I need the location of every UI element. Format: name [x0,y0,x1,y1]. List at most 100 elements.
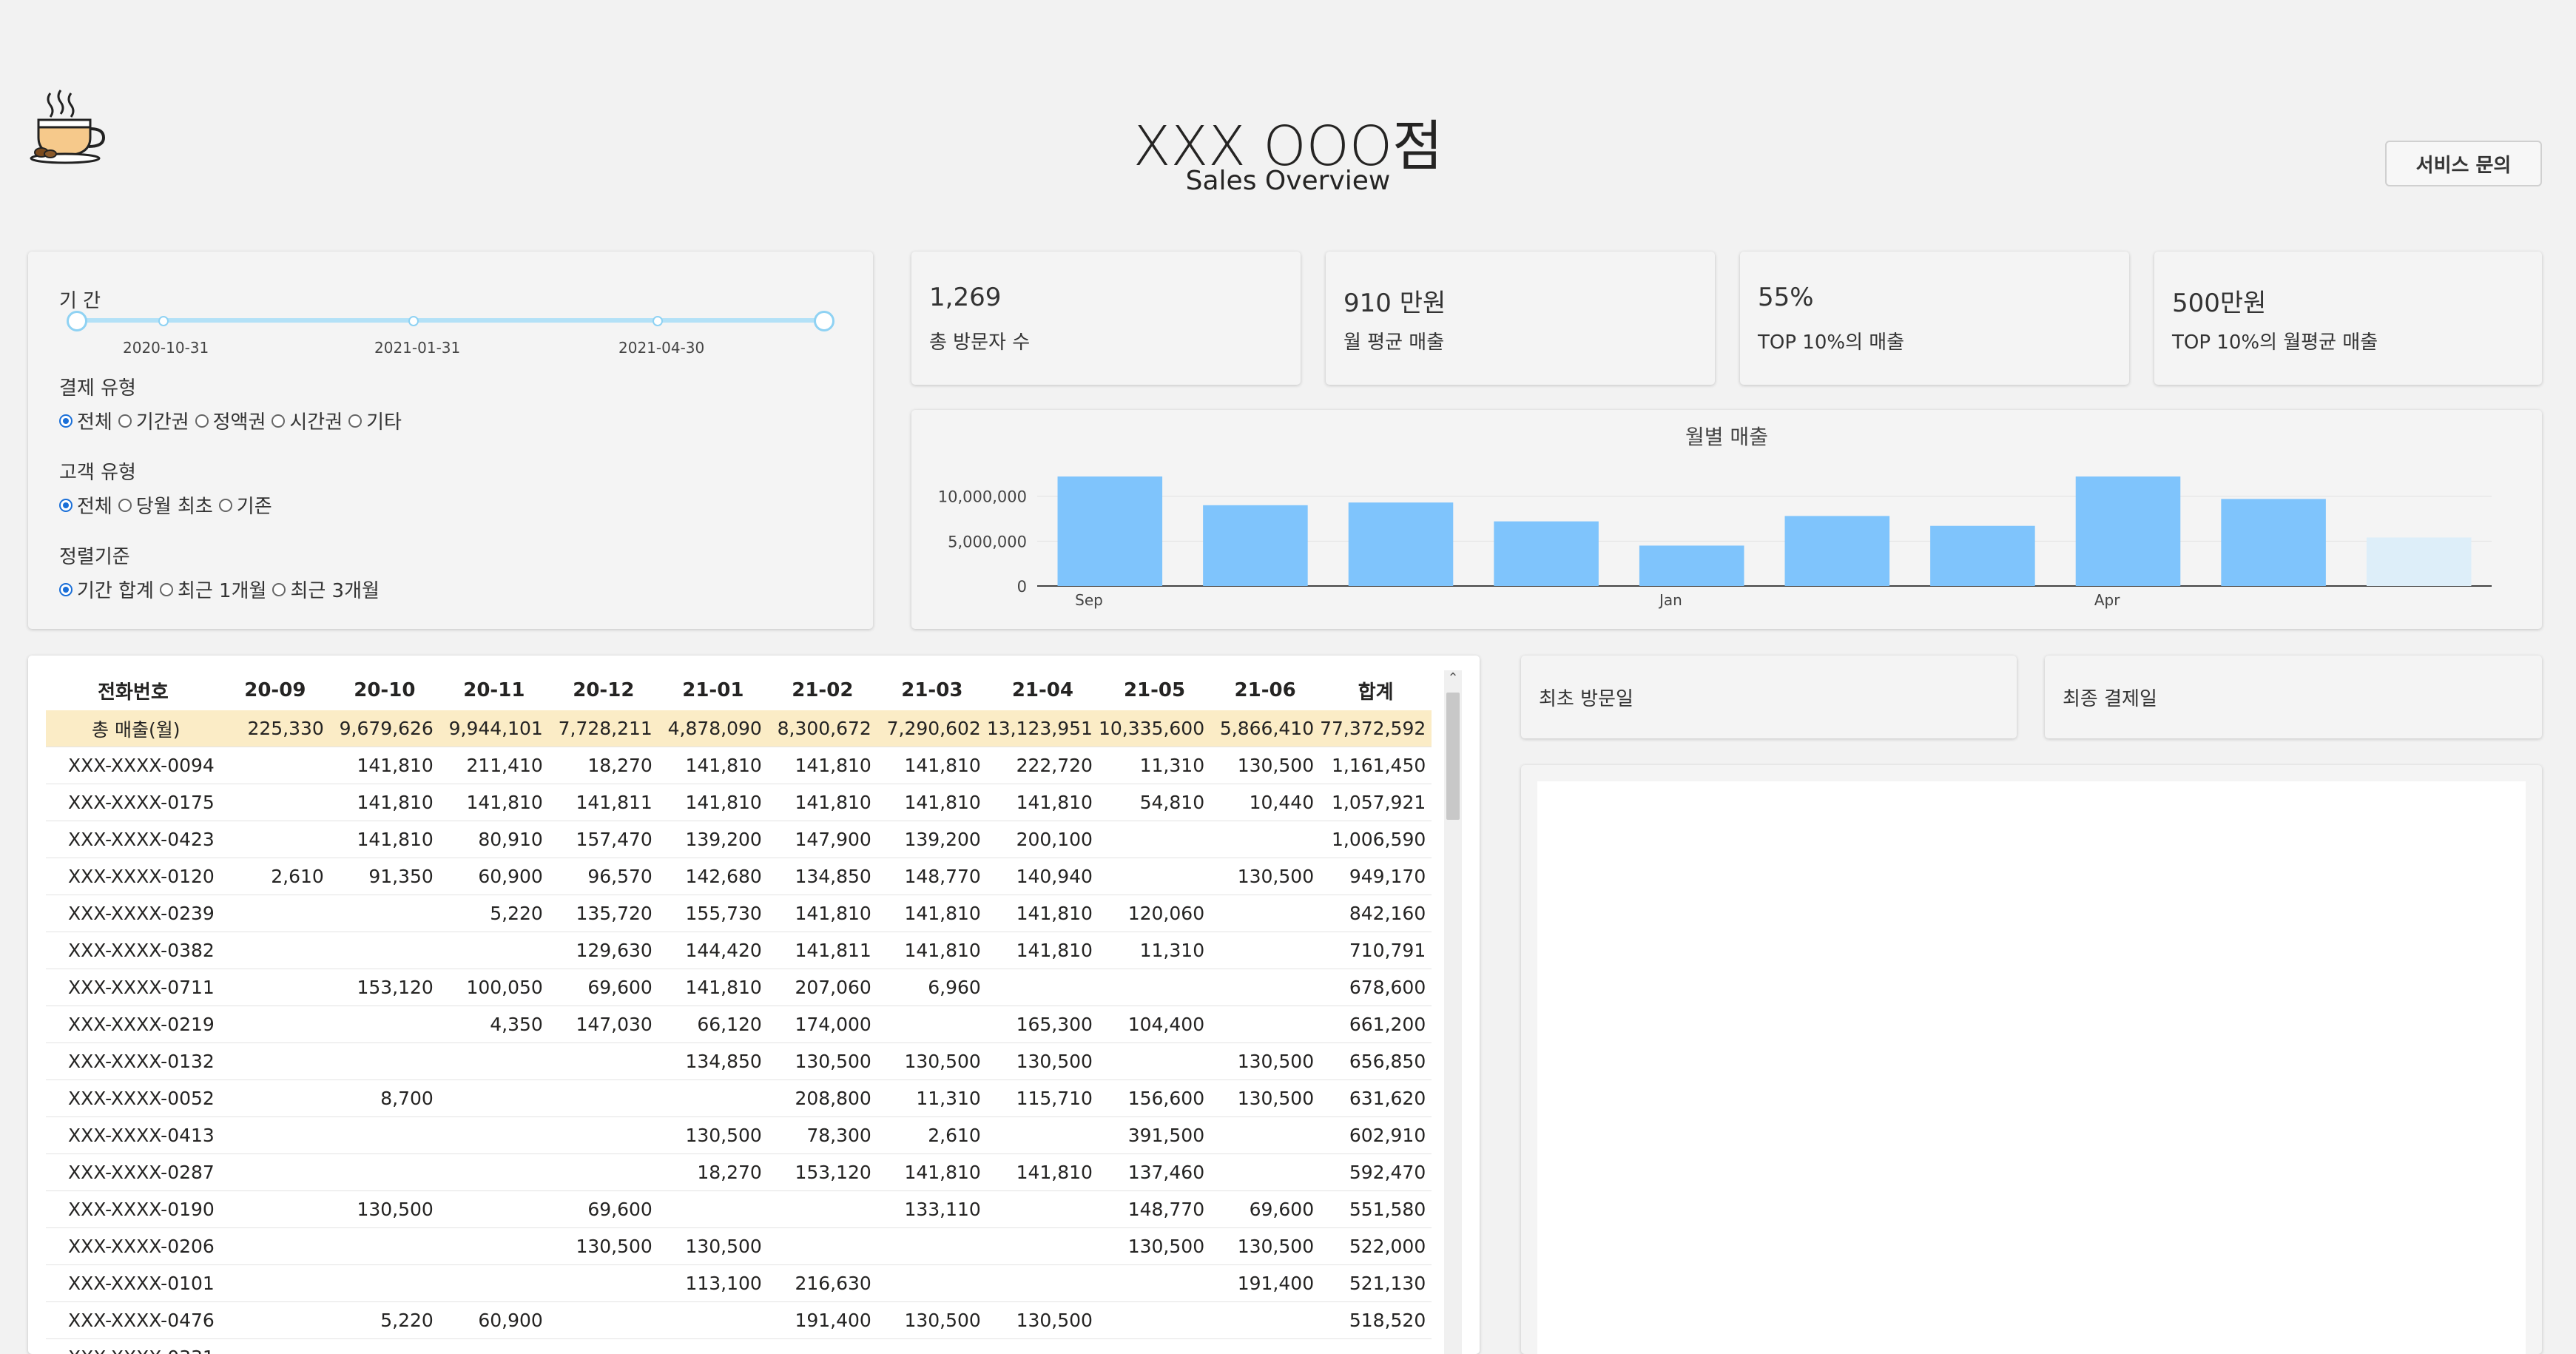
customer-radio-existing[interactable]: 기존 [218,491,272,519]
sort-radio-3month[interactable]: 최근 3개월 [272,576,380,603]
table-row[interactable]: XXX-XXXX-0413 130,500 78,300 2,610 391,500 60… [46,1116,1432,1154]
value-cell: 142,680 [658,858,768,895]
payment-radio-hourly[interactable]: 시간권 [272,407,343,434]
value-cell: 13,123,951 [986,710,1099,747]
chart-bar-21-04[interactable] [2075,476,2181,586]
chart-bar-21-01[interactable] [1639,545,1744,586]
chart-bar-20-09[interactable] [1057,476,1163,586]
table-row[interactable]: XXX-XXXX-0190 130,500 69,600 133,110 148,770… [46,1190,1432,1228]
table-row[interactable]: XXX-XXXX-0239 5,220 135,720 155,730 141,810 1… [46,895,1432,932]
table-row[interactable]: XXX-XXXX-0331 [46,1338,1432,1354]
table-row[interactable]: XXX-XXXX-0476 5,220 60,900 191,400 130,500 13… [46,1301,1432,1339]
chart-bar-21-06[interactable] [2366,537,2472,586]
payment-radio-period[interactable]: 기간권 [118,407,189,434]
value-cell [548,1301,658,1339]
column-header[interactable]: 21-06 [1234,679,1296,701]
value-cell: 130,500 [986,1043,1099,1080]
last-payment-card: 최종 결제일 [2045,656,2542,738]
value-cell: 78,300 [767,1116,877,1154]
value-cell: 113,100 [658,1264,768,1302]
column-header[interactable]: 전화번호 [98,681,169,704]
value-cell: 104,400 [1098,1006,1211,1043]
chart-bar-21-02[interactable] [1784,516,1890,586]
value-cell [1098,969,1211,1006]
chart-bar-21-03[interactable] [1930,525,2035,586]
scroll-up-arrow-icon[interactable]: ⌃ [1447,670,1459,686]
value-cell: 207,060 [767,969,877,1006]
value-cell [220,1264,330,1302]
column-header[interactable]: 21-05 [1123,679,1186,701]
table-row[interactable]: XXX-XXXX-0175 141,810 141,810 141,811 141,81… [46,784,1432,821]
value-cell [658,1190,768,1228]
value-cell: 602,910 [1320,1116,1432,1154]
value-cell: 153,120 [767,1153,877,1191]
sort-radio-1month[interactable]: 최근 1개월 [159,576,266,603]
column-header[interactable]: 21-03 [901,679,963,701]
payment-radio-other[interactable]: 기타 [348,407,402,434]
customer-radio-all[interactable]: 전체 [59,491,112,519]
table-row[interactable]: XXX-XXXX-0219 4,350 147,030 66,120 174,000 16… [46,1006,1432,1043]
period-slider-start-handle[interactable] [67,311,87,331]
column-header[interactable]: 21-02 [792,679,854,701]
column-header[interactable]: 20-11 [463,679,525,701]
table-row[interactable]: XXX-XXXX-0094 141,810 211,410 18,270 141,810… [46,747,1432,784]
kpi-value: 55% [1758,283,1814,312]
value-cell [329,1116,439,1154]
table-row[interactable]: XXX-XXXX-0206 130,500 130,500 130,500 130,50… [46,1227,1432,1265]
payment-radio-fixed[interactable]: 정액권 [195,407,266,434]
value-cell: 157,470 [548,821,658,858]
column-header[interactable]: 20-10 [354,679,416,701]
period-slider-track[interactable] [77,318,821,323]
value-cell [986,969,1099,1006]
value-cell: 5,220 [329,1301,439,1339]
value-cell [329,1338,439,1354]
customer-radio-new[interactable]: 당월 최초 [118,491,213,519]
table-row[interactable]: XXX-XXXX-0382 129,630 144,420 141,811 141,81… [46,932,1432,969]
value-cell: 18,270 [548,747,658,784]
value-cell [1210,969,1321,1006]
monthly-sales-chart: 월별 매출 10,000,000 5,000,000 0 Sep Jan Apr [938,425,2492,609]
table-row[interactable]: XXX-XXXX-0287 18,270 153,120 141,810 141,810… [46,1153,1432,1191]
value-cell [1210,1301,1321,1339]
value-cell: 5,220 [439,895,549,932]
table-scrollbar-thumb[interactable] [1446,693,1460,820]
table-row[interactable]: XXX-XXXX-0132 134,850 130,500 130,500 130,50… [46,1043,1432,1080]
table-row[interactable]: XXX-XXXX-0711 153,120 100,050 69,600 141,810… [46,969,1432,1006]
kpi-card-visitors: 1,269 총 방문자 수 [911,252,1301,385]
last-payment-label: 최종 결제일 [2063,688,2157,710]
column-header[interactable]: 20-09 [244,679,306,701]
value-cell: 222,720 [986,747,1099,784]
value-cell [220,1190,330,1228]
table-row[interactable]: XXX-XXXX-0120 2,610 91,350 60,900 96,570 142,… [46,858,1432,895]
value-cell: 134,850 [767,858,877,895]
column-header[interactable]: 20-12 [573,679,635,701]
value-cell [329,1227,439,1265]
sort-radio-total[interactable]: 기간 합계 [59,576,154,603]
service-inquiry-button[interactable]: 서비스 문의 [2385,141,2542,186]
column-header[interactable]: 합계 [1358,681,1394,704]
value-cell [986,1227,1099,1265]
value-cell [329,1006,439,1043]
value-cell [220,1227,330,1265]
payment-type-label: 결제 유형 [59,377,136,400]
table-row[interactable]: XXX-XXXX-0423 141,810 80,910 157,470 139,200… [46,821,1432,858]
value-cell: 11,310 [1098,932,1211,969]
table-row[interactable]: XXX-XXXX-0052 8,700 208,800 11,310 115,710 15… [46,1080,1432,1117]
value-cell: 130,500 [1210,1043,1321,1080]
payment-radio-all[interactable]: 전체 [59,407,112,434]
column-header[interactable]: 21-04 [1011,679,1073,701]
phone-cell: XXX-XXXX-0423 [46,821,220,858]
chart-bar-20-10[interactable] [1203,505,1308,586]
value-cell [986,1264,1099,1302]
slider-tick-label: 2020-10-31 [123,339,209,357]
chart-bar-20-11[interactable] [1348,502,1454,586]
column-header[interactable]: 21-01 [682,679,744,701]
total-row[interactable]: 총 매출(월) 225,330 9,679,626 9,944,101 7,728,21… [46,710,1432,747]
kpi-value: 1,269 [929,283,1002,312]
chart-bar-21-05[interactable] [2221,499,2326,586]
period-slider-end-handle[interactable] [814,311,834,331]
chart-bar-20-12[interactable] [1494,521,1599,586]
value-cell: 141,810 [439,784,549,821]
table-row[interactable]: XXX-XXXX-0101 113,100 216,630 191,400 521,13… [46,1264,1432,1302]
value-cell: 130,500 [1098,1227,1211,1265]
